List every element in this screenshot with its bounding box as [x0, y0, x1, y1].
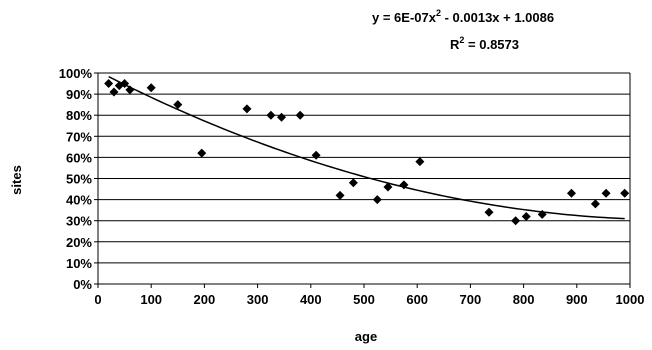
x-axis-ticks: 0 100 200 300 400 500 600 700 800 900 1000 [94, 284, 644, 307]
y-tick-label: 90% [66, 87, 92, 102]
x-tick-label: 100 [140, 292, 162, 307]
data-point [484, 207, 494, 217]
x-tick-label: 300 [247, 292, 269, 307]
y-axis-ticks: 0% 10% 20% 30% 40% 50% 60% 70% 80% 90% 100% [59, 66, 98, 292]
trendline [108, 75, 625, 220]
y-tick-label: 80% [66, 108, 92, 123]
x-tick-label: 500 [353, 292, 375, 307]
data-point [277, 112, 287, 122]
data-point [383, 182, 393, 192]
y-tick-label: 50% [66, 172, 92, 187]
y-tick-label: 70% [66, 129, 92, 144]
data-point [335, 190, 345, 200]
data-point [415, 157, 425, 167]
data-point [620, 188, 630, 198]
data-point [521, 211, 531, 221]
data-point [590, 199, 600, 209]
y-tick-label: 100% [59, 66, 93, 81]
x-tick-label: 900 [566, 292, 588, 307]
gridlines [98, 72, 630, 285]
data-point [109, 87, 119, 97]
data-point [125, 85, 135, 95]
data-point [242, 104, 252, 114]
y-tick-label: 60% [66, 150, 92, 165]
x-tick-label: 800 [513, 292, 535, 307]
data-point [399, 180, 409, 190]
data-point [266, 110, 276, 120]
data-point [295, 110, 305, 120]
r-squared-label: R2 = 0.8573 [450, 35, 519, 52]
data-point [104, 79, 114, 89]
x-tick-label: 1000 [616, 292, 645, 307]
x-tick-label: 400 [300, 292, 322, 307]
y-tick-label: 40% [66, 193, 92, 208]
x-tick-label: 0 [94, 292, 101, 307]
y-tick-label: 10% [66, 256, 92, 271]
data-point [197, 148, 207, 158]
y-tick-label: 20% [66, 235, 92, 250]
data-point [372, 195, 382, 205]
data-point [348, 178, 358, 188]
trendline-equation: y = 6E-07x2 - 0.0013x + 1.0086 [372, 8, 554, 25]
x-tick-label: 200 [194, 292, 216, 307]
data-points [104, 79, 630, 226]
data-point [173, 100, 183, 110]
data-point [537, 209, 547, 219]
x-tick-label: 700 [460, 292, 482, 307]
data-point [601, 188, 611, 198]
data-point [146, 83, 156, 93]
data-point [120, 79, 130, 89]
x-axis-title: age [355, 329, 377, 344]
data-point [511, 216, 521, 226]
y-tick-label: 30% [66, 214, 92, 229]
y-tick-label: 0% [73, 277, 92, 292]
y-axis-title: sites [9, 165, 24, 195]
x-tick-label: 600 [406, 292, 428, 307]
data-point [566, 188, 576, 198]
data-point [311, 150, 321, 160]
